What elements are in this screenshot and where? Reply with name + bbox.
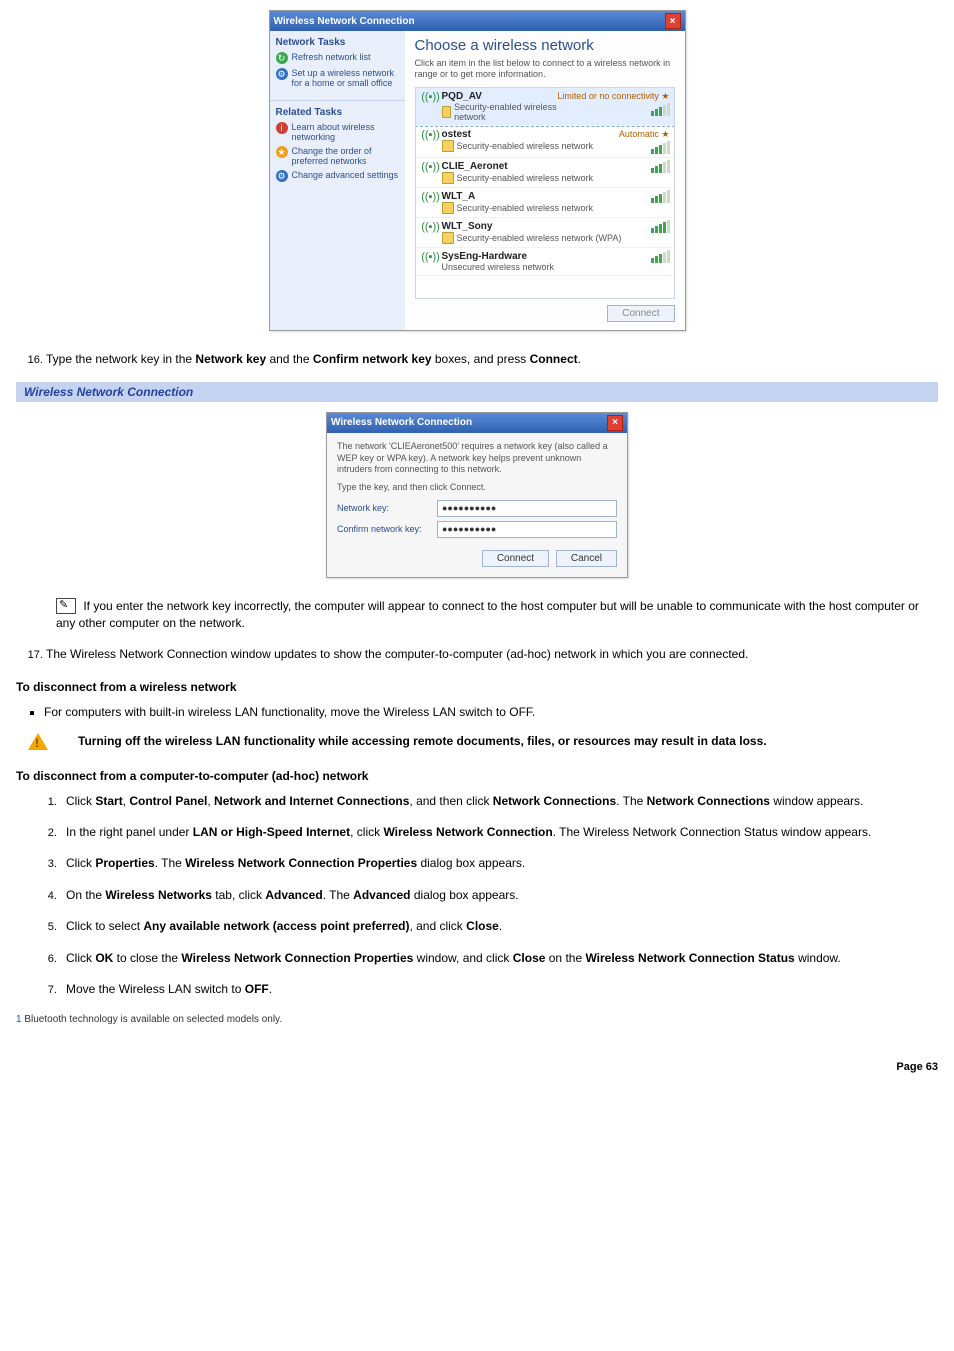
figure-network-list: Wireless Network Connection × Network Ta… [16,10,938,331]
lock-icon [442,172,454,184]
dialog-network-key: Wireless Network Connection × The networ… [326,412,628,578]
side-item-setup[interactable]: ⚙ Set up a wireless network for a home o… [276,68,399,88]
input-confirm-key[interactable] [437,521,617,538]
adhoc-step: Click Properties. The Wireless Network C… [60,855,938,872]
adhoc-step: In the right panel under LAN or High-Spe… [60,824,938,841]
signal-bars-icon [651,221,670,233]
signal-bars-icon [651,251,670,263]
antenna-icon: ((▪)) [420,129,442,141]
gear-icon: ⚙ [276,170,288,182]
note-block: If you enter the network key incorrectly… [56,598,938,633]
network-type: Security-enabled wireless network [442,102,558,122]
network-name: SysEng-Hardware [442,251,651,262]
window-title: Wireless Network Connection [274,16,415,27]
label-confirm-key: Confirm network key: [337,524,437,534]
side-item-refresh[interactable]: ↻ Refresh network list [276,52,399,64]
network-name: WLT_Sony [442,221,651,232]
main-panel: Choose a wireless network Click an item … [405,31,685,330]
status-badge: Automatic ★ [619,129,670,140]
lock-icon [442,202,454,214]
network-type: Unsecured wireless network [442,262,651,272]
refresh-icon: ↻ [276,52,288,64]
network-row[interactable]: ((▪)) SysEng-Hardware Unsecured wireless… [416,248,674,276]
signal-bars-icon [651,191,670,203]
titlebar: Wireless Network Connection × [327,413,627,433]
network-type: Security-enabled wireless network [442,202,651,214]
network-row[interactable]: ((▪)) WLT_A Security-enabled wireless ne… [416,188,674,218]
adhoc-step: Click OK to close the Wireless Network C… [60,950,938,967]
antenna-icon: ((▪)) [420,91,442,103]
dialog-text: The network 'CLIEAeronet500' requires a … [337,441,617,476]
caption-banner: Wireless Network Connection [16,382,938,402]
warning-icon [28,733,48,750]
antenna-icon: ((▪)) [420,191,442,203]
note-text: If you enter the network key incorrectly… [56,599,919,630]
warning-text: Turning off the wireless LAN functionali… [78,733,767,750]
warning-block: Turning off the wireless LAN functionali… [16,733,938,750]
page-number: Page 63 [16,1061,938,1073]
side-panel: Network Tasks ↻ Refresh network list ⚙ S… [270,31,405,330]
side-item-learn[interactable]: i Learn about wireless networking [276,122,399,142]
info-icon: i [276,122,288,134]
label-network-key: Network key: [337,503,437,513]
close-icon[interactable]: × [607,415,623,431]
input-network-key[interactable] [437,500,617,517]
section-heading: To disconnect from a computer-to-compute… [16,769,938,783]
network-type: Security-enabled wireless network [442,140,619,152]
main-subtext: Click an item in the list below to conne… [415,58,675,81]
network-name: WLT_A [442,191,651,202]
adhoc-step: Move the Wireless LAN switch to OFF. [60,981,938,998]
bullet-list: For computers with built-in wireless LAN… [44,704,938,721]
lock-icon [442,106,452,118]
lock-icon [442,232,454,244]
section-heading: To disconnect from a wireless network [16,680,938,694]
step-16: Type the network key in the Network key … [46,351,938,368]
adhoc-step: Click Start, Control Panel, Network and … [60,793,938,810]
network-row[interactable]: ((▪)) CLIE_Aeronet Security-enabled wire… [416,158,674,188]
adhoc-step: Click to select Any available network (a… [60,918,938,935]
signal-bars-icon [651,142,670,154]
status-badge: Limited or no connectivity ★ [557,91,669,102]
signal-bars-icon [651,104,670,116]
titlebar: Wireless Network Connection × [270,11,685,31]
adhoc-steps-list: Click Start, Control Panel, Network and … [54,793,938,999]
steps-16-17b: The Wireless Network Connection window u… [46,646,938,663]
network-row[interactable]: ((▪)) ostest Security-enabled wireless n… [416,126,674,158]
main-heading: Choose a wireless network [415,37,675,54]
network-row[interactable]: ((▪)) WLT_Sony Security-enabled wireless… [416,218,674,248]
antenna-icon: ((▪)) [420,221,442,233]
side-heading: Network Tasks [276,37,399,48]
side-item-order[interactable]: ★ Change the order of preferred networks [276,146,399,166]
setup-icon: ⚙ [276,68,288,80]
connect-button[interactable]: Connect [482,550,549,567]
network-name: PQD_AV [442,91,558,102]
star-icon: ★ [276,146,288,158]
signal-bars-icon [651,161,670,173]
window-title: Wireless Network Connection [331,417,472,428]
pencil-note-icon [56,598,76,614]
close-icon[interactable]: × [665,13,681,29]
antenna-icon: ((▪)) [420,161,442,173]
cancel-button[interactable]: Cancel [556,550,617,567]
network-type: Security-enabled wireless network [442,172,651,184]
bullet-item: For computers with built-in wireless LAN… [44,704,938,721]
footnote: 1 Bluetooth technology is available on s… [16,1014,938,1025]
network-name: ostest [442,129,619,140]
network-name: CLIE_Aeronet [442,161,651,172]
steps-16-17: Type the network key in the Network key … [46,351,938,368]
side-heading: Related Tasks [276,107,399,118]
network-row[interactable]: ((▪)) PQD_AV Security-enabled wireless n… [416,88,674,126]
dialog-text: Type the key, and then click Connect. [337,482,617,494]
network-type: Security-enabled wireless network (WPA) [442,232,651,244]
connect-button[interactable]: Connect [607,305,674,322]
network-list: ((▪)) PQD_AV Security-enabled wireless n… [415,87,675,299]
window-network-list: Wireless Network Connection × Network Ta… [269,10,686,331]
adhoc-step: On the Wireless Networks tab, click Adva… [60,887,938,904]
lock-icon [442,140,454,152]
antenna-icon: ((▪)) [420,251,442,263]
figure-key-dialog: Wireless Network Connection × The networ… [16,412,938,578]
step-17: The Wireless Network Connection window u… [46,646,938,663]
side-item-advanced[interactable]: ⚙ Change advanced settings [276,170,399,182]
